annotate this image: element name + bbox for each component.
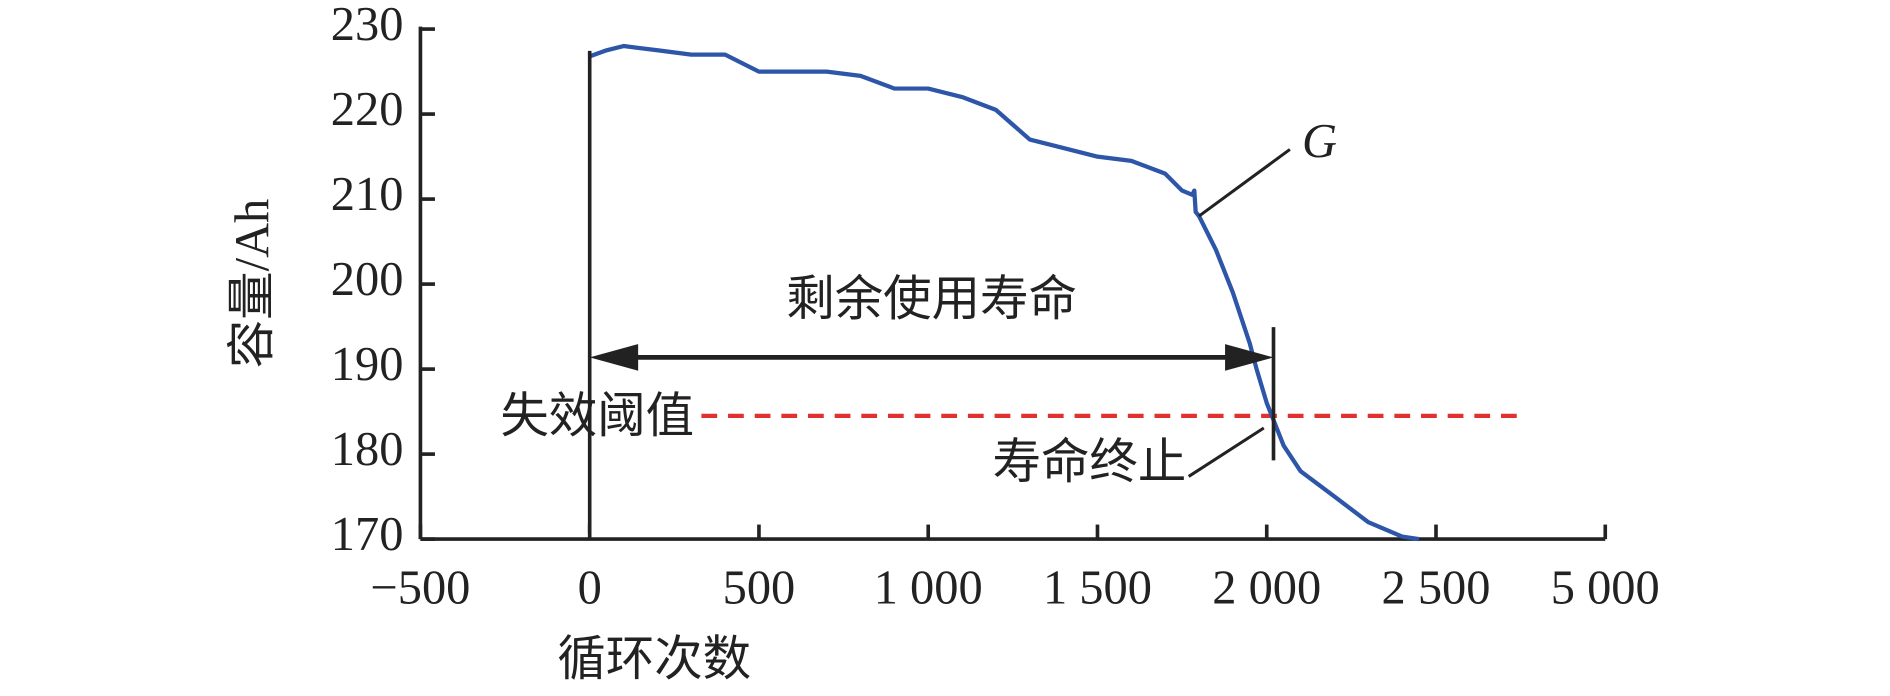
threshold-label: 失效阈值 bbox=[500, 390, 694, 443]
leader-line bbox=[1187, 426, 1265, 478]
x-tick-label: 1 000 bbox=[874, 562, 983, 615]
y-tick-label: 200 bbox=[331, 253, 404, 306]
x-tick-label: 1 500 bbox=[1043, 562, 1152, 615]
x-tick-label: −500 bbox=[370, 562, 470, 615]
end-of-life-label: 寿命终止 bbox=[993, 435, 1187, 489]
y-tick-label: 220 bbox=[331, 83, 404, 136]
legend-label: G bbox=[1302, 115, 1337, 168]
y-tick-label: 210 bbox=[331, 168, 404, 221]
y-tick-label: 180 bbox=[331, 423, 404, 476]
y-tick-label: 190 bbox=[331, 338, 404, 391]
y-tick-label: 230 bbox=[331, 0, 404, 51]
x-tick-label: 2 500 bbox=[1382, 562, 1491, 615]
x-tick-label: 0 bbox=[578, 562, 602, 615]
arrow-head bbox=[1225, 344, 1274, 371]
y-axis-label: 容量/Ah bbox=[226, 199, 279, 369]
rul-label: 剩余使用寿命 bbox=[786, 272, 1077, 326]
x-axis-label: 循环次数 bbox=[557, 633, 751, 686]
leader-line bbox=[1198, 148, 1291, 218]
x-tick-label: 500 bbox=[723, 562, 796, 615]
x-tick-label: 5 000 bbox=[1551, 562, 1660, 615]
x-tick-label: 2 000 bbox=[1212, 562, 1321, 615]
arrow-head bbox=[589, 344, 639, 371]
y-tick-label: 170 bbox=[331, 508, 404, 561]
